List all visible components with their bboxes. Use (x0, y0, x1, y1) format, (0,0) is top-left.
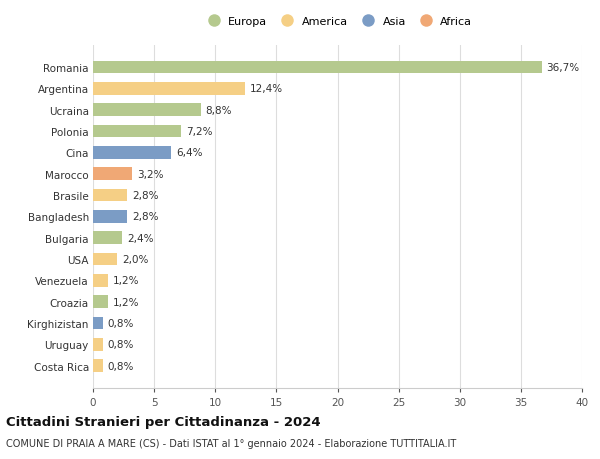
Bar (93, 189, 127, 202)
Bar (93, 146, 171, 159)
Text: 2,8%: 2,8% (132, 190, 158, 201)
Bar (93, 338, 103, 351)
Bar (93, 168, 132, 181)
Text: 0,8%: 0,8% (107, 361, 134, 371)
Text: 8,8%: 8,8% (205, 106, 232, 115)
Text: 1,2%: 1,2% (113, 276, 139, 286)
Legend: Europa, America, Asia, Africa: Europa, America, Asia, Africa (203, 17, 472, 27)
Bar (93, 274, 107, 287)
Text: 7,2%: 7,2% (186, 127, 212, 137)
Text: 2,8%: 2,8% (132, 212, 158, 222)
Bar (93, 104, 200, 117)
Text: 2,4%: 2,4% (127, 233, 154, 243)
Text: 6,4%: 6,4% (176, 148, 203, 158)
Text: COMUNE DI PRAIA A MARE (CS) - Dati ISTAT al 1° gennaio 2024 - Elaborazione TUTTI: COMUNE DI PRAIA A MARE (CS) - Dati ISTAT… (6, 438, 456, 448)
Text: Cittadini Stranieri per Cittadinanza - 2024: Cittadini Stranieri per Cittadinanza - 2… (6, 415, 320, 428)
Bar (93, 211, 127, 223)
Bar (93, 253, 118, 266)
Bar (93, 232, 122, 245)
Text: 12,4%: 12,4% (250, 84, 283, 94)
Text: 0,8%: 0,8% (107, 319, 134, 328)
Bar (93, 317, 103, 330)
Bar (93, 125, 181, 138)
Text: 36,7%: 36,7% (547, 63, 580, 73)
Bar (93, 359, 103, 372)
Bar (93, 296, 107, 308)
Bar (93, 62, 542, 74)
Text: 0,8%: 0,8% (107, 340, 134, 350)
Bar (93, 83, 245, 95)
Text: 3,2%: 3,2% (137, 169, 164, 179)
Text: 2,0%: 2,0% (122, 254, 149, 264)
Text: 1,2%: 1,2% (113, 297, 139, 307)
